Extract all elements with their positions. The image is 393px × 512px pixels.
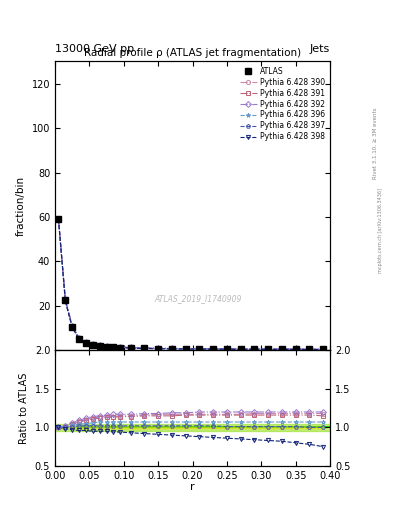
Title: Radial profile ρ (ATLAS jet fragmentation): Radial profile ρ (ATLAS jet fragmentatio… bbox=[84, 48, 301, 58]
Text: Rivet 3.1.10, ≥ 3M events: Rivet 3.1.10, ≥ 3M events bbox=[373, 108, 378, 179]
Text: ATLAS_2019_I1740909: ATLAS_2019_I1740909 bbox=[154, 294, 242, 303]
Y-axis label: fraction/bin: fraction/bin bbox=[16, 176, 26, 236]
X-axis label: r: r bbox=[190, 482, 195, 492]
Text: Jets: Jets bbox=[310, 44, 330, 54]
Y-axis label: Ratio to ATLAS: Ratio to ATLAS bbox=[19, 372, 29, 444]
Bar bbox=[55, 423, 330, 431]
Text: 13000 GeV pp: 13000 GeV pp bbox=[55, 44, 134, 54]
Legend: ATLAS, Pythia 6.428 390, Pythia 6.428 391, Pythia 6.428 392, Pythia 6.428 396, P: ATLAS, Pythia 6.428 390, Pythia 6.428 39… bbox=[238, 65, 326, 143]
Text: mcplots.cern.ch [arXiv:1306.3436]: mcplots.cern.ch [arXiv:1306.3436] bbox=[378, 188, 383, 273]
